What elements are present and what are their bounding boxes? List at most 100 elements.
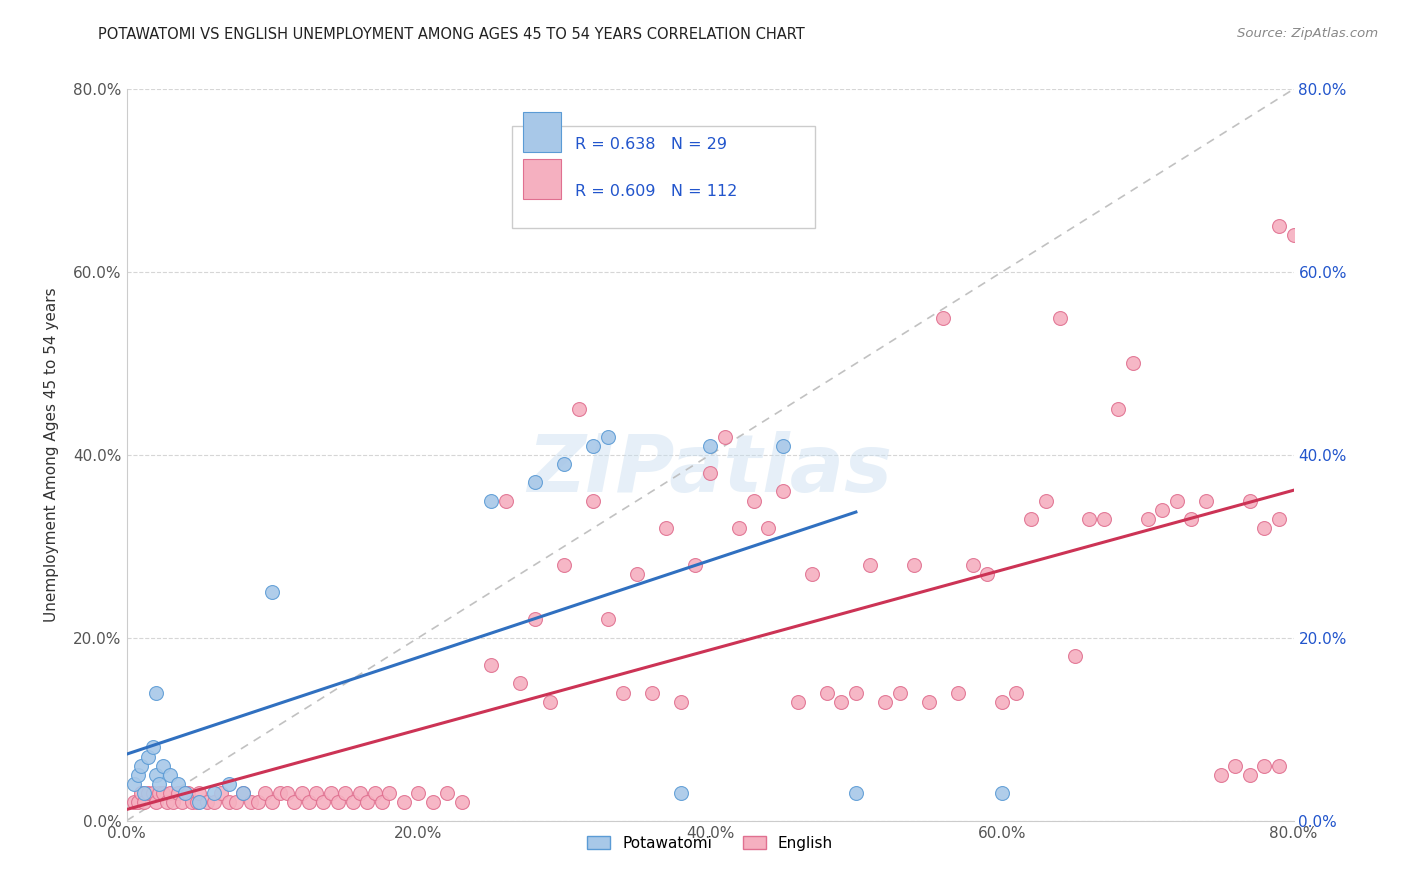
Point — [156, 796, 179, 810]
Point — [166, 786, 188, 800]
Point — [1019, 512, 1042, 526]
Point — [538, 695, 561, 709]
Point — [122, 777, 145, 791]
Point — [830, 695, 852, 709]
Point — [145, 686, 167, 700]
Bar — [523, 159, 561, 199]
Point — [174, 786, 197, 800]
Point — [371, 796, 394, 810]
Point — [845, 786, 868, 800]
Point — [342, 796, 364, 810]
Point — [436, 786, 458, 800]
Point — [626, 192, 648, 206]
Point — [1078, 512, 1101, 526]
Point — [889, 686, 911, 700]
Point — [276, 786, 298, 800]
Point — [976, 566, 998, 581]
Text: POTAWATOMI VS ENGLISH UNEMPLOYMENT AMONG AGES 45 TO 54 YEARS CORRELATION CHART: POTAWATOMI VS ENGLISH UNEMPLOYMENT AMONG… — [98, 27, 806, 42]
Point — [202, 786, 225, 800]
Point — [138, 786, 160, 800]
Point — [188, 786, 211, 800]
Point — [166, 777, 188, 791]
Point — [152, 786, 174, 800]
Point — [138, 749, 160, 764]
Point — [626, 566, 648, 581]
Point — [127, 796, 149, 810]
Point — [363, 786, 385, 800]
Point — [145, 796, 167, 810]
Point — [918, 695, 941, 709]
Point — [335, 786, 357, 800]
Point — [1136, 512, 1159, 526]
Point — [553, 457, 575, 471]
Point — [132, 796, 155, 810]
Point — [1005, 686, 1028, 700]
Point — [553, 558, 575, 572]
Point — [713, 430, 735, 444]
Point — [186, 796, 208, 810]
Point — [1268, 512, 1291, 526]
Bar — [523, 112, 561, 152]
Point — [756, 521, 779, 535]
Point — [312, 796, 335, 810]
Point — [202, 796, 225, 810]
Text: R = 0.609   N = 112: R = 0.609 N = 112 — [575, 184, 737, 199]
Point — [239, 796, 262, 810]
Point — [283, 796, 305, 810]
Point — [1253, 758, 1275, 772]
Point — [269, 786, 291, 800]
Point — [142, 786, 165, 800]
Point — [142, 740, 165, 755]
Point — [612, 686, 634, 700]
Point — [356, 796, 378, 810]
Point — [349, 786, 371, 800]
Point — [582, 493, 605, 508]
Point — [479, 493, 502, 508]
Point — [159, 768, 181, 782]
Point — [669, 786, 692, 800]
Point — [772, 484, 794, 499]
Point — [174, 786, 197, 800]
Point — [962, 558, 984, 572]
Point — [1166, 493, 1188, 508]
Point — [209, 786, 232, 800]
Point — [181, 796, 204, 810]
Point — [524, 613, 547, 627]
Point — [495, 493, 517, 508]
Point — [728, 521, 751, 535]
Point — [990, 695, 1012, 709]
Point — [568, 402, 591, 417]
Point — [152, 758, 174, 772]
Point — [127, 768, 149, 782]
Point — [159, 786, 181, 800]
Point — [319, 786, 342, 800]
Point — [946, 686, 969, 700]
Point — [326, 796, 349, 810]
Point — [392, 796, 415, 810]
Point — [669, 695, 692, 709]
Point — [148, 777, 170, 791]
Point — [170, 796, 193, 810]
Point — [422, 796, 444, 810]
Point — [699, 466, 721, 480]
Point — [685, 558, 707, 572]
Point — [1268, 758, 1291, 772]
Point — [932, 310, 955, 325]
Point — [1282, 228, 1305, 243]
Point — [122, 796, 145, 810]
Point — [1152, 503, 1174, 517]
Point — [990, 786, 1012, 800]
Point — [1108, 402, 1130, 417]
Text: ZIPatlas: ZIPatlas — [527, 431, 893, 508]
Text: Source: ZipAtlas.com: Source: ZipAtlas.com — [1237, 27, 1378, 40]
Point — [225, 796, 247, 810]
Point — [1049, 310, 1071, 325]
Point — [596, 613, 619, 627]
Point — [903, 558, 925, 572]
Text: R = 0.638   N = 29: R = 0.638 N = 29 — [575, 136, 727, 152]
Point — [1195, 493, 1218, 508]
Point — [195, 796, 218, 810]
Point — [298, 796, 321, 810]
Point — [162, 796, 184, 810]
Point — [262, 796, 284, 810]
